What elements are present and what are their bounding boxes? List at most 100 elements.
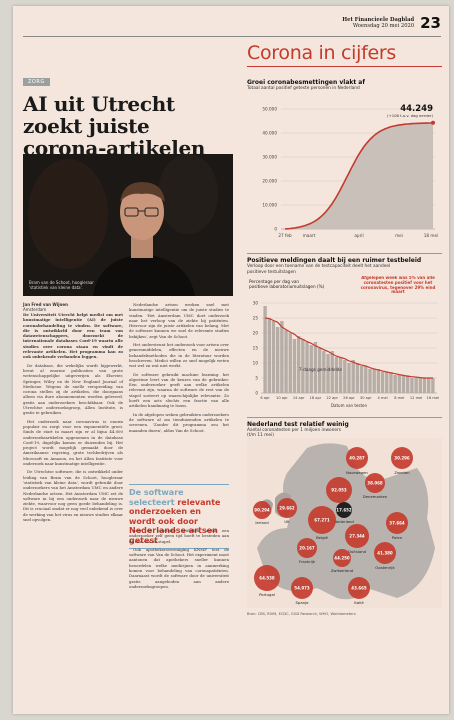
positive-bar (414, 377, 418, 393)
section-kicker: ZORG (23, 78, 50, 86)
growth-chart-block: Groei coronabesmettingen vlakt af Totaal… (247, 79, 442, 245)
positive-bar (288, 332, 292, 393)
country-value: 20.167 (299, 546, 315, 551)
map-bubbles: 40.287 Noorwegen 30.296 Zweden 29.662 UK 38.06… (253, 447, 413, 605)
positive-chart-title: Positieve meldingen daalt bij een ruimer… (247, 257, 422, 265)
y-tick-label: 50.000 (262, 107, 277, 112)
y-tick-label: 30 (253, 300, 259, 305)
y-tick-label: 15 (253, 345, 259, 350)
country-bubble (326, 477, 352, 504)
positive-bar (364, 365, 368, 393)
positive-bar (410, 377, 414, 393)
country-label: Frankrijk (299, 559, 316, 564)
country-label: Zwitserland (331, 568, 354, 573)
country-bubble (277, 498, 297, 519)
paper-name: Het Financieele Dagblad (342, 16, 415, 23)
y-axis-label-line1: Percentage per dag van (249, 279, 299, 284)
country-value: 17.652 (336, 508, 352, 513)
country-bubble (291, 577, 313, 600)
country-value: 41.380 (377, 551, 393, 556)
seven-day-average-line (265, 317, 433, 379)
positive-bar (309, 344, 313, 393)
header-rule (23, 36, 441, 37)
positive-bars (263, 305, 435, 393)
country-bubble (346, 447, 368, 470)
country-bubble (253, 501, 271, 520)
positive-bar (427, 377, 431, 393)
country-bubble (391, 447, 413, 470)
newspaper-page: Het Financieele Dagblad Woensdag 20 mei … (13, 6, 449, 714)
positive-bar (393, 374, 397, 393)
issue-date: Woensdag 20 mei 2020 (352, 23, 415, 29)
x-axis-label: Datum van testen (331, 403, 368, 408)
growth-area-chart: 50.000 40.000 30.000 20.000 10.000 0 44.… (262, 104, 438, 238)
body-paragraph: De Utrechtse software, die is ontwikkeld… (23, 469, 123, 522)
y-tick-label: 25 (253, 315, 259, 320)
x-tick-label: april (354, 233, 363, 238)
growth-line (284, 122, 433, 231)
article-column-1: De Universiteit Utrecht helpt medici om … (23, 312, 123, 525)
y-tick-label: 0 (274, 227, 277, 232)
headline: AI uit Utrecht zoekt juiste corona-artik… (23, 92, 206, 160)
country-bubble (386, 512, 408, 535)
body-paragraph: De database, die wekelijks wordt bijgewe… (23, 362, 123, 416)
positive-bar (334, 356, 339, 393)
positive-bar (317, 347, 322, 393)
country-value: 92.053 (331, 488, 347, 493)
positive-bar (401, 374, 406, 393)
positive-bar (326, 353, 330, 393)
body-paragraph: Nederlandse artsen werken snel met kunst… (129, 302, 229, 339)
positive-bar (359, 365, 364, 393)
y-tick-label: 20 (253, 330, 259, 335)
map-source: Bron: CBS, RIVM, ECDC, GGD Research, WHO… (247, 612, 356, 617)
masthead: Het Financieele Dagblad Woensdag 20 mei … (342, 12, 441, 34)
country-value: 54.973 (294, 586, 310, 591)
y-tick-label: 20.000 (262, 179, 277, 184)
x-tick-label: 14 apr (293, 396, 305, 400)
y-axis-label-line2: positieve laboratoriumuitslagen (%) (249, 284, 325, 289)
dateline: Amsterdam (23, 307, 47, 312)
country-value: 38.068 (367, 481, 383, 486)
x-tick-label: 26 apr (343, 396, 355, 400)
country-bubble (365, 473, 385, 494)
country-label: Portugal (259, 592, 275, 597)
country-value: 67.271 (314, 518, 330, 523)
growth-area (285, 123, 433, 230)
country-label: Zweden (394, 470, 410, 475)
europe-bubble-map: 40.287 Noorwegen 30.296 Zweden 29.662 UK 38.06… (247, 438, 442, 609)
positive-bar (296, 335, 301, 393)
x-tick-label: 10 apr (276, 396, 288, 400)
growth-chart-subtitle: Totaal aantal positief geteste personen … (247, 86, 360, 91)
annotation-box (357, 276, 439, 301)
body-paragraph: Het onderzoek naar coronavirus is enorm … (23, 418, 123, 467)
positive-bar (380, 371, 385, 393)
x-tick-label: 6 apr (260, 396, 270, 400)
sidebar-title: Corona in cijfers (247, 42, 442, 67)
pull-quote-accent: relevante onderzoeken en wordt ook door … (129, 497, 221, 545)
country-value: 90.294 (254, 508, 270, 513)
body-paragraph: voor de relevante artikelen, zodat een o… (129, 528, 229, 544)
x-tick-label: 27 feb (278, 233, 292, 238)
positive-bar (343, 359, 347, 393)
country-label: Ierland (255, 520, 269, 525)
positive-bar (385, 371, 389, 393)
country-label: Nederland (334, 519, 354, 524)
x-tick-label: maart (303, 233, 316, 238)
positive-bar (422, 377, 427, 393)
country-label: Italië (354, 600, 364, 605)
country-value: 64.538 (259, 576, 275, 581)
positive-bar (389, 371, 393, 393)
latest-value-marker (431, 121, 435, 126)
average-line-label: 7-daags gemiddelde (299, 367, 342, 372)
positive-bar (368, 368, 372, 393)
positive-bar (431, 377, 435, 393)
country-value: 37.664 (389, 521, 405, 526)
y-tick-label: 10 (253, 360, 259, 365)
x-tick-label: 22 apr (326, 396, 338, 400)
country-label: Duitsland (348, 549, 367, 554)
positive-bar (355, 362, 360, 393)
country-label: Spanje (296, 600, 310, 605)
positive-bar (338, 356, 343, 393)
portrait-illustration (23, 154, 233, 296)
country-label: Oostenrijk (375, 565, 395, 570)
